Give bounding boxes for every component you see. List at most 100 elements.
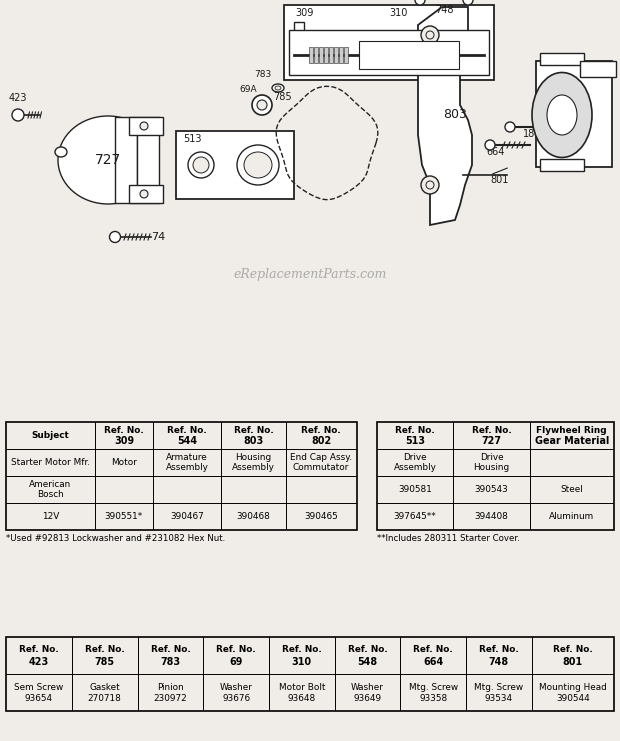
Text: Sem Screw
93654: Sem Screw 93654 <box>14 683 64 702</box>
Bar <box>329 47 333 63</box>
Bar <box>289 30 489 75</box>
Text: 802: 802 <box>311 436 331 445</box>
Text: Aluminum: Aluminum <box>549 512 595 521</box>
Text: 390465: 390465 <box>304 512 338 521</box>
Text: Drive
Assembly: Drive Assembly <box>394 453 436 472</box>
Ellipse shape <box>244 152 272 178</box>
Ellipse shape <box>237 145 279 185</box>
Text: 310: 310 <box>292 657 312 668</box>
Text: 548: 548 <box>357 657 378 668</box>
Text: Gear Material: Gear Material <box>534 436 609 445</box>
Text: Ref. No.: Ref. No. <box>282 645 322 654</box>
Ellipse shape <box>140 190 148 198</box>
Ellipse shape <box>485 140 495 150</box>
Ellipse shape <box>193 157 209 173</box>
Text: Pinion
230972: Pinion 230972 <box>154 683 187 702</box>
Bar <box>334 47 338 63</box>
Ellipse shape <box>257 100 267 110</box>
Text: Ref. No.: Ref. No. <box>472 427 511 436</box>
Text: 544: 544 <box>296 32 314 42</box>
Text: 69: 69 <box>229 657 243 668</box>
Bar <box>536 61 612 167</box>
Text: Washer
93676: Washer 93676 <box>219 683 252 702</box>
Text: 390467: 390467 <box>170 512 204 521</box>
Bar <box>137 117 159 203</box>
Text: 513: 513 <box>183 134 202 144</box>
Text: 748: 748 <box>489 657 509 668</box>
Ellipse shape <box>275 86 281 90</box>
Ellipse shape <box>188 152 214 178</box>
Text: Ref. No.: Ref. No. <box>301 427 341 436</box>
Text: Armature
Assembly: Armature Assembly <box>166 453 209 472</box>
Text: 801: 801 <box>491 175 509 185</box>
Ellipse shape <box>140 122 148 130</box>
Text: 189: 189 <box>523 129 541 139</box>
Text: 801: 801 <box>563 657 583 668</box>
Text: 397645**: 397645** <box>394 512 436 521</box>
Text: Ref. No.: Ref. No. <box>553 645 593 654</box>
Text: Ref. No.: Ref. No. <box>85 645 125 654</box>
Text: 748: 748 <box>435 5 453 15</box>
Text: Drive
Housing: Drive Housing <box>474 453 510 472</box>
Ellipse shape <box>426 181 434 189</box>
Bar <box>540 53 584 65</box>
Text: 785: 785 <box>95 657 115 668</box>
Bar <box>344 47 348 63</box>
Bar <box>540 159 584 171</box>
Text: 423: 423 <box>29 657 49 668</box>
Text: 803: 803 <box>443 108 467 122</box>
Text: Mtg. Screw
93358: Mtg. Screw 93358 <box>409 683 458 702</box>
Bar <box>319 47 323 63</box>
Text: 74: 74 <box>151 232 165 242</box>
Bar <box>324 47 328 63</box>
Text: Ref. No.: Ref. No. <box>19 645 59 654</box>
Text: Ref. No.: Ref. No. <box>234 427 273 436</box>
Text: 727: 727 <box>482 436 502 445</box>
Text: Motor Bolt
93648: Motor Bolt 93648 <box>278 683 325 702</box>
FancyBboxPatch shape <box>115 117 137 203</box>
Bar <box>284 5 494 80</box>
Bar <box>309 47 313 63</box>
Text: American
Bosch: American Bosch <box>29 480 71 499</box>
Polygon shape <box>418 7 472 225</box>
Bar <box>294 22 304 32</box>
Text: Subject: Subject <box>32 431 69 440</box>
Ellipse shape <box>421 26 439 44</box>
Text: 548: 548 <box>296 62 314 71</box>
Text: 785: 785 <box>273 92 291 102</box>
Text: Ref. No.: Ref. No. <box>104 427 144 436</box>
Text: 69A: 69A <box>239 85 257 95</box>
Text: 12V: 12V <box>42 512 59 521</box>
Text: Ref. No.: Ref. No. <box>348 645 388 654</box>
Text: Ref. No.: Ref. No. <box>479 645 519 654</box>
Ellipse shape <box>272 84 284 92</box>
Text: 390468: 390468 <box>237 512 270 521</box>
Bar <box>129 185 163 203</box>
Text: 727: 727 <box>95 153 121 167</box>
Text: 390543: 390543 <box>475 485 508 494</box>
Ellipse shape <box>532 73 592 158</box>
Text: Ref. No.: Ref. No. <box>167 427 207 436</box>
Text: Ref. No.: Ref. No. <box>396 427 435 436</box>
Text: Steel: Steel <box>560 485 583 494</box>
Text: Motor: Motor <box>111 458 137 467</box>
Text: Mtg. Screw
93534: Mtg. Screw 93534 <box>474 683 523 702</box>
Text: Ref. No.: Ref. No. <box>216 645 256 654</box>
Text: *Used #92813 Lockwasher and #231082 Hex Nut.: *Used #92813 Lockwasher and #231082 Hex … <box>6 534 226 543</box>
Text: 309: 309 <box>295 8 313 18</box>
Ellipse shape <box>415 0 425 5</box>
Text: eReplacementParts.com: eReplacementParts.com <box>233 268 387 282</box>
Text: 803: 803 <box>243 436 264 445</box>
Text: Starter Motor Mfr.: Starter Motor Mfr. <box>11 458 90 467</box>
Text: 390581: 390581 <box>398 485 432 494</box>
Bar <box>580 61 616 77</box>
Text: 513: 513 <box>405 436 425 445</box>
Text: Flywheel Ring: Flywheel Ring <box>536 427 607 436</box>
Text: Ref. No.: Ref. No. <box>151 645 190 654</box>
Ellipse shape <box>463 0 473 5</box>
Ellipse shape <box>252 95 272 115</box>
Text: 783: 783 <box>161 657 180 668</box>
Text: Ref. No.: Ref. No. <box>414 645 453 654</box>
Text: 390551*: 390551* <box>105 512 143 521</box>
Ellipse shape <box>110 231 120 242</box>
